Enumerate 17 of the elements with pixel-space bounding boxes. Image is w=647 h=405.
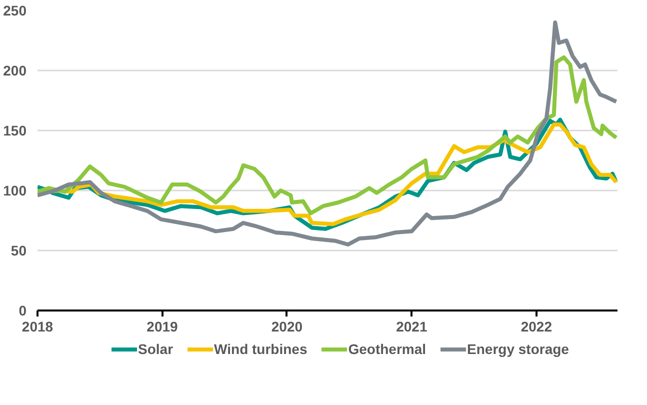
y-tick-label: 150 bbox=[3, 122, 27, 138]
line-series bbox=[38, 55, 618, 216]
x-tick-label: 2018 bbox=[22, 318, 54, 334]
x-tick-label: 2019 bbox=[146, 318, 178, 334]
legend-label: Wind turbines bbox=[214, 341, 308, 357]
y-tick-label: 200 bbox=[3, 62, 27, 78]
y-tick-label: 0 bbox=[18, 302, 27, 318]
x-tick-label: 2021 bbox=[396, 318, 428, 334]
y-tick-label: 50 bbox=[10, 242, 27, 258]
legend-label: Solar bbox=[138, 341, 174, 357]
y-tick-label: 100 bbox=[3, 182, 27, 198]
legend-label: Energy storage bbox=[467, 341, 569, 357]
x-tick-label: 2022 bbox=[520, 318, 552, 334]
y-tick-label: 250 bbox=[3, 2, 27, 18]
x-tick-label: 2020 bbox=[271, 318, 303, 334]
legend-label: Geothermal bbox=[348, 341, 426, 357]
line-series bbox=[38, 20, 618, 246]
